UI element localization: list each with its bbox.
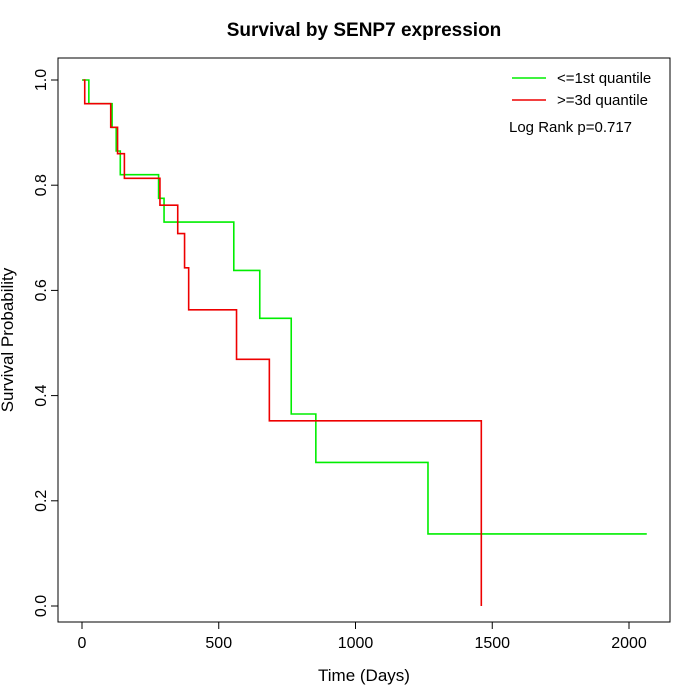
series-line-high-quantile [83, 79, 483, 606]
y-tick-label: 0.4 [33, 384, 50, 406]
series-layer [82, 79, 647, 606]
x-tick-label: 1500 [474, 635, 510, 652]
x-tick-label: 500 [205, 635, 232, 652]
y-tick-label: 1.0 [33, 69, 50, 91]
y-tick-label: 0.6 [33, 279, 50, 301]
y-tick-label: 0.0 [33, 595, 50, 617]
chart-title: Survival by SENP7 expression [227, 20, 502, 41]
x-tick-label: 0 [78, 635, 87, 652]
y-tick-label: 0.2 [33, 490, 50, 512]
log-rank-annotation: Log Rank p=0.717 [509, 119, 632, 136]
legend-label-low: <=1st quantile [557, 70, 651, 87]
legend-label-high: >=3d quantile [557, 92, 648, 109]
x-tick-label: 1000 [338, 635, 374, 652]
legend: <=1st quantile >=3d quantile [512, 70, 651, 109]
x-tick-label: 2000 [611, 635, 647, 652]
x-axis: 0 500 1000 1500 2000 [78, 621, 647, 652]
y-tick-label: 0.8 [33, 174, 50, 196]
series-line-low-quantile [82, 79, 647, 535]
y-axis: 0.0 0.2 0.4 0.6 0.8 1.0 [33, 69, 59, 617]
x-axis-label: Time (Days) [318, 666, 410, 685]
y-axis-label: Survival Probability [0, 267, 17, 412]
